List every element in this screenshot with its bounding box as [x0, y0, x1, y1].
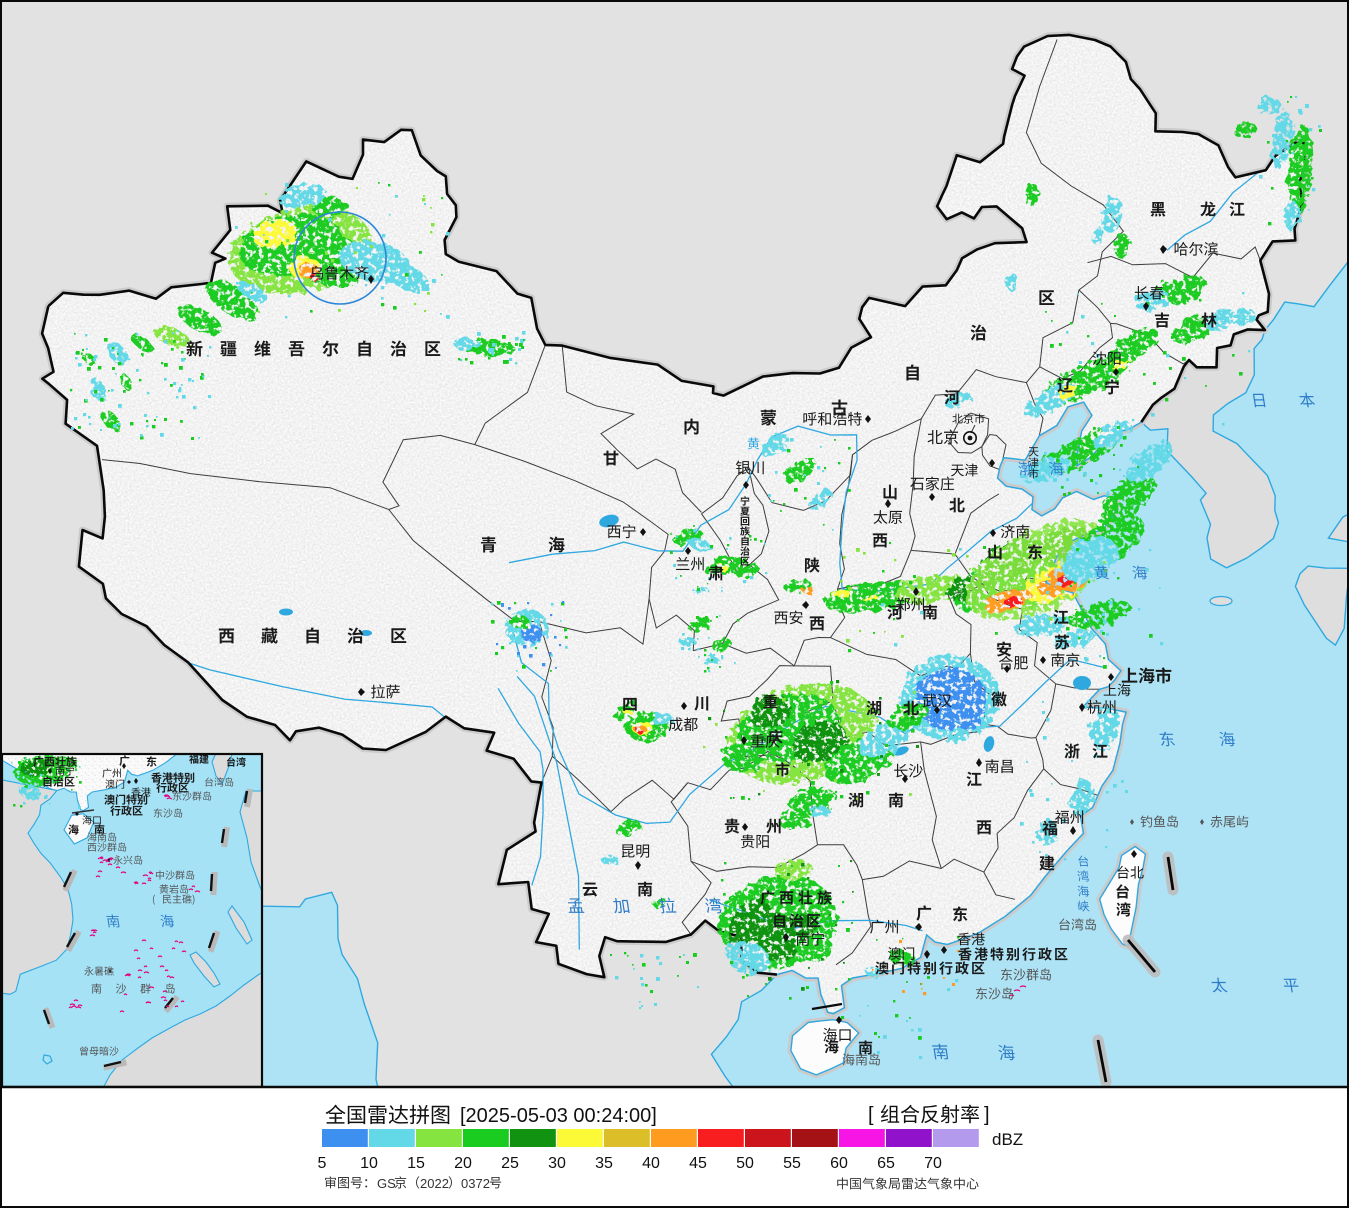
- svg-text:GS: GS: [377, 1176, 396, 1191]
- svg-text:20: 20: [454, 1155, 472, 1172]
- svg-text:60: 60: [830, 1155, 848, 1172]
- svg-text:2022: 2022: [420, 1176, 449, 1191]
- svg-text:]: ]: [984, 1104, 990, 1126]
- svg-text:30: 30: [548, 1155, 566, 1172]
- svg-text:dBZ: dBZ: [992, 1130, 1023, 1149]
- svg-text:50: 50: [736, 1155, 754, 1172]
- svg-text:55: 55: [783, 1155, 801, 1172]
- svg-text:5: 5: [318, 1155, 327, 1172]
- svg-text:45: 45: [689, 1155, 707, 1172]
- svg-text:65: 65: [877, 1155, 895, 1172]
- svg-text:[2025-05-03 00:24:00]: [2025-05-03 00:24:00]: [460, 1105, 657, 1127]
- svg-text:15: 15: [407, 1155, 425, 1172]
- svg-text:0372: 0372: [461, 1176, 490, 1191]
- svg-text:[: [: [868, 1104, 874, 1126]
- svg-text:25: 25: [501, 1155, 519, 1172]
- svg-text:70: 70: [924, 1155, 942, 1172]
- svg-text:35: 35: [595, 1155, 613, 1172]
- svg-text:10: 10: [360, 1155, 378, 1172]
- svg-text:40: 40: [642, 1155, 660, 1172]
